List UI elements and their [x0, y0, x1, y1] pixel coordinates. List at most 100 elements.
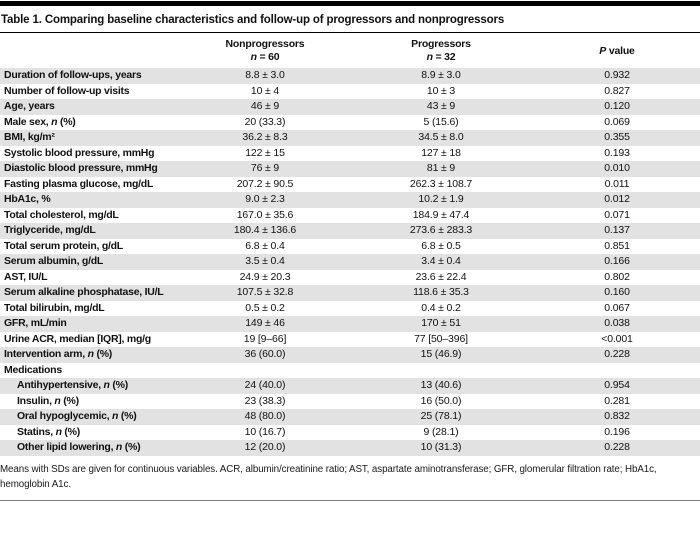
row-label: Fasting plasma glucose, mg/dL: [4, 177, 154, 190]
table-row: Serum alkaline phosphatase, IU/L 107.5 ±…: [0, 285, 700, 301]
row-label: Duration of follow-ups, years: [4, 69, 142, 81]
cell-progressors-value: 0.4 ± 0.2: [421, 301, 461, 314]
row-label: Urine ACR, median [IQR], mg/g: [4, 332, 151, 345]
cell-nonprogressors-value: 107.5 ± 32.8: [236, 286, 294, 298]
cell-progressors-value: 81 ± 9: [426, 162, 456, 174]
cell-nonprogressors-value: 9.0 ± 2.3: [245, 193, 285, 205]
table-row: Statins, n (%) 10 (16.7) 9 (28.1) 0.196: [0, 425, 700, 441]
row-label: Other lipid lowering, n (%): [17, 441, 141, 453]
cell-nonprogressors-value: 149 ± 46: [245, 317, 285, 329]
cell-nonprogressors-value: 10 (16.7): [244, 425, 286, 438]
column-header-progressors-n: n = 32: [426, 51, 456, 63]
table-row: Number of follow-up visits 10 ± 4 10 ± 3…: [0, 84, 700, 100]
cell-progressors-value: 273.6 ± 283.3: [409, 224, 473, 236]
row-label: Medications: [4, 363, 62, 376]
cell-nonprogressors-value: 3.5 ± 0.4: [245, 255, 285, 267]
cell-nonprogressors-value: 76 ± 9: [250, 162, 280, 174]
cell-pvalue: 0.281: [604, 394, 630, 407]
row-label: Age, years: [4, 100, 55, 112]
table-row: GFR, mL/min 149 ± 46 170 ± 51 0.038: [0, 316, 700, 332]
cell-progressors-value: 8.9 ± 3.0: [421, 69, 461, 81]
cell-nonprogressors-value: 19 [9–66]: [243, 332, 287, 345]
row-label: AST, IU/L: [4, 270, 48, 283]
table-row: Antihypertensive, n (%) 24 (40.0) 13 (40…: [0, 378, 700, 394]
footnote-line-1: Means with SDs are given for continuous …: [0, 463, 657, 475]
cell-nonprogressors-value: 23 (38.3): [244, 394, 286, 407]
table-row: Serum albumin, g/dL 3.5 ± 0.4 3.4 ± 0.4 …: [0, 254, 700, 270]
column-header-progressors-name: Progressors: [411, 38, 471, 50]
cell-progressors-value: 10 (31.3): [420, 441, 462, 453]
row-label: Total serum protein, g/dL: [4, 239, 123, 252]
table-row: Urine ACR, median [IQR], mg/g 19 [9–66] …: [0, 332, 700, 348]
cell-pvalue: 0.851: [604, 239, 630, 252]
row-label: GFR, mL/min: [4, 317, 67, 329]
column-header-nonprogressors-n: n = 60: [250, 51, 280, 63]
table-row: Systolic blood pressure, mmHg 122 ± 15 1…: [0, 146, 700, 162]
table-row: Medications: [0, 363, 700, 379]
table-row: Male sex, n (%) 20 (33.3) 5 (15.6) 0.069: [0, 115, 700, 131]
cell-progressors-value: 3.4 ± 0.4: [421, 255, 461, 267]
cell-nonprogressors-value: 12 (20.0): [244, 441, 286, 453]
cell-nonprogressors-value: 46 ± 9: [250, 100, 280, 112]
cell-progressors-value: 15 (46.9): [420, 348, 462, 360]
table-body: Duration of follow-ups, years 8.8 ± 3.0 …: [0, 68, 700, 456]
cell-progressors-value: 10 ± 3: [426, 84, 456, 97]
row-label: Oral hypoglycemic, n (%): [17, 410, 137, 422]
table-row: AST, IU/L 24.9 ± 20.3 23.6 ± 22.4 0.802: [0, 270, 700, 286]
cell-pvalue: 0.832: [604, 410, 630, 422]
table-row: HbA1c, % 9.0 ± 2.3 10.2 ± 1.9 0.012: [0, 192, 700, 208]
cell-progressors-value: 5 (15.6): [423, 115, 459, 128]
row-label: Triglyceride, mg/dL: [4, 224, 96, 236]
cell-pvalue: 0.196: [604, 425, 630, 438]
table-row: Insulin, n (%) 23 (38.3) 16 (50.0) 0.281: [0, 394, 700, 410]
cell-pvalue: 0.071: [604, 208, 630, 221]
cell-nonprogressors-value: 36.2 ± 8.3: [242, 131, 288, 143]
cell-nonprogressors-value: 24 (40.0): [244, 379, 286, 391]
cell-progressors-value: 77 [50–396]: [414, 332, 468, 345]
cell-progressors-value: 127 ± 18: [421, 146, 461, 159]
table-row: Total bilirubin, mg/dL 0.5 ± 0.2 0.4 ± 0…: [0, 301, 700, 317]
table-row: Intervention arm, n (%) 36 (60.0) 15 (46…: [0, 347, 700, 363]
cell-pvalue: 0.120: [604, 100, 630, 112]
cell-nonprogressors-value: 122 ± 15: [245, 146, 285, 159]
column-header-nonprogressors: Nonprogressors n = 60: [182, 38, 348, 64]
cell-pvalue: 0.038: [604, 317, 630, 329]
table-bottom-rule: [0, 499, 700, 501]
row-label: BMI, kg/m²: [4, 131, 55, 143]
table-row: Fasting plasma glucose, mg/dL 207.2 ± 90…: [0, 177, 700, 193]
cell-pvalue: 0.166: [604, 255, 630, 267]
cell-progressors-value: 34.5 ± 8.0: [418, 131, 464, 143]
row-label: Antihypertensive, n (%): [17, 379, 128, 391]
cell-pvalue: 0.954: [604, 379, 630, 391]
cell-progressors-value: 23.6 ± 22.4: [415, 270, 467, 283]
cell-nonprogressors-value: 24.9 ± 20.3: [239, 270, 291, 283]
cell-progressors-value: 6.8 ± 0.5: [421, 239, 461, 252]
cell-nonprogressors-value: 207.2 ± 90.5: [236, 177, 294, 190]
row-label: Systolic blood pressure, mmHg: [4, 146, 155, 159]
cell-pvalue: 0.012: [604, 193, 630, 205]
column-header-progressors: Progressors n = 32: [348, 38, 534, 64]
row-label: Serum alkaline phosphatase, IU/L: [4, 286, 164, 298]
row-label: Male sex, n (%): [4, 115, 76, 128]
column-header-pvalue: P value: [599, 44, 635, 57]
table-row: Duration of follow-ups, years 8.8 ± 3.0 …: [0, 68, 700, 84]
table-row: Triglyceride, mg/dL 180.4 ± 136.6 273.6 …: [0, 223, 700, 239]
cell-progressors-value: 25 (78.1): [420, 410, 462, 422]
cell-pvalue: 0.802: [604, 270, 630, 283]
table-footnote: Means with SDs are given for continuous …: [0, 462, 700, 492]
table-row: Total serum protein, g/dL 6.8 ± 0.4 6.8 …: [0, 239, 700, 255]
cell-pvalue: 0.010: [604, 162, 630, 174]
cell-nonprogressors-value: 0.5 ± 0.2: [245, 301, 285, 314]
cell-pvalue: 0.932: [604, 69, 630, 81]
row-label: Diastolic blood pressure, mmHg: [4, 162, 158, 174]
cell-nonprogressors-value: 167.0 ± 35.6: [236, 208, 294, 221]
row-label: Statins, n (%): [17, 425, 81, 438]
row-label: Serum albumin, g/dL: [4, 255, 104, 267]
cell-pvalue: 0.193: [604, 146, 630, 159]
cell-pvalue: 0.827: [604, 84, 630, 97]
row-label: Insulin, n (%): [17, 394, 79, 407]
cell-pvalue: 0.069: [604, 115, 630, 128]
cell-nonprogressors-value: 180.4 ± 136.6: [233, 224, 297, 236]
column-header-nonprogressors-name: Nonprogressors: [225, 38, 305, 50]
